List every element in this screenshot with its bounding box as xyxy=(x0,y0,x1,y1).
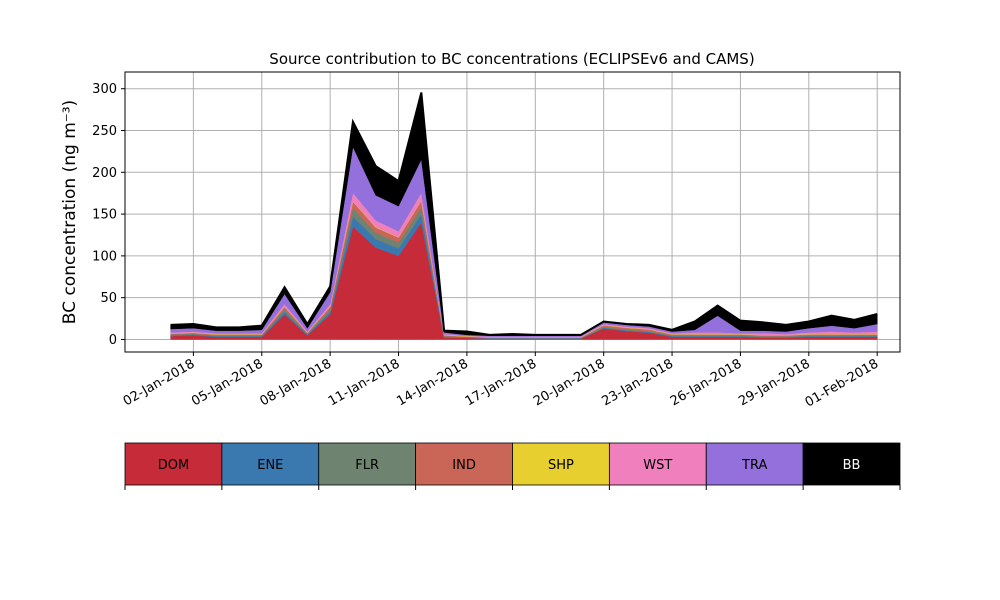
x-tick-label: 29-Jan-2018 xyxy=(736,356,813,409)
x-tick-label: 23-Jan-2018 xyxy=(599,356,676,409)
x-tick-label: 26-Jan-2018 xyxy=(668,356,745,409)
x-tick-label: 02-Jan-2018 xyxy=(121,356,198,409)
legend-label-flr: FLR xyxy=(355,458,379,473)
y-tick-label: 250 xyxy=(92,124,117,139)
legend-swatch-bb xyxy=(802,442,901,486)
legend-swatch-wst xyxy=(608,442,707,486)
legend-swatch-ene xyxy=(221,442,320,486)
series-area-shp xyxy=(170,199,878,338)
y-tick-label: 150 xyxy=(92,208,117,223)
x-tick-label: 20-Jan-2018 xyxy=(531,356,608,409)
y-tick-label: 50 xyxy=(100,291,117,306)
x-tick-label: 05-Jan-2018 xyxy=(189,356,266,409)
x-tick-label: 17-Jan-2018 xyxy=(463,356,540,409)
legend-label-tra: TRA xyxy=(741,458,767,473)
legend-label-wst: WST xyxy=(643,458,672,473)
y-tick-label: 200 xyxy=(92,166,117,181)
series-area-tra xyxy=(170,145,878,337)
legend-label-shp: SHP xyxy=(548,458,574,473)
y-tick-label: 300 xyxy=(92,82,117,97)
series-area-ind xyxy=(170,200,878,339)
legend-swatch-ind xyxy=(415,442,513,486)
y-axis-label: BC concentration (ng m⁻³) xyxy=(60,100,80,324)
legend-swatch-flr xyxy=(318,442,417,486)
y-ticks: 0 50 100 150 200 250 300 xyxy=(92,82,125,348)
x-ticks: 02-Jan-201805-Jan-201808-Jan-201811-Jan-… xyxy=(121,352,881,410)
x-tick-label: 11-Jan-2018 xyxy=(326,356,403,409)
legend-label-ind: IND xyxy=(452,458,476,473)
legend-label-bb: BB xyxy=(843,458,861,473)
grid-lines xyxy=(125,72,900,352)
total-outline xyxy=(170,92,878,336)
plot-frame xyxy=(124,71,901,353)
legend: DOM ENE FLR IND SHP WST TRA BB xyxy=(124,442,901,490)
y-tick-label: 100 xyxy=(92,249,117,264)
y-tick-label: 0 xyxy=(109,333,117,348)
x-tick-label: 14-Jan-2018 xyxy=(394,356,471,409)
x-tick-label: 01-Feb-2018 xyxy=(803,356,882,410)
stacked-areas xyxy=(170,92,878,340)
legend-swatch-tra xyxy=(705,442,804,486)
chart-title: Source contribution to BC concentrations… xyxy=(269,50,754,68)
legend-label-dom: DOM xyxy=(158,458,189,473)
legend-label-ene: ENE xyxy=(257,458,283,473)
x-tick-label: 08-Jan-2018 xyxy=(258,356,335,409)
